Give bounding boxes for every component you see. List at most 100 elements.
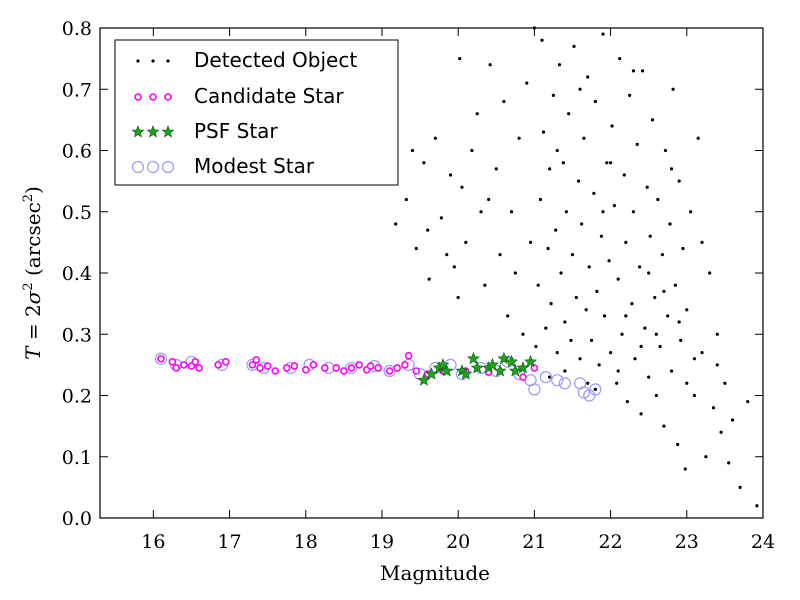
point-small-circle-24 (366, 362, 375, 370)
point-open-circle-24 (551, 374, 564, 387)
point-dot-38 (551, 93, 556, 97)
point-small-circle-28 (401, 361, 409, 369)
point-open-circle-29 (589, 383, 602, 396)
point-dot-1 (404, 197, 408, 202)
y-tick-label: 0.0 (62, 508, 92, 530)
point-dot-98 (666, 314, 670, 318)
point-dot-22 (509, 210, 514, 214)
point-small-circle-9 (248, 361, 257, 369)
legend-box (114, 39, 399, 186)
point-dot-43 (561, 161, 565, 165)
point-dot-11 (460, 185, 464, 189)
point-dot-137 (608, 161, 613, 165)
point-dot-20 (502, 99, 506, 104)
point-dot-121 (738, 485, 742, 489)
point-dot-55 (584, 308, 588, 312)
point-dot-122 (746, 400, 750, 404)
point-dot-130 (578, 87, 582, 91)
point-small-circle-22 (355, 361, 363, 369)
point-small-circle-35 (519, 373, 527, 381)
point-open-circle-25 (558, 377, 571, 390)
point-small-circle-6 (195, 364, 203, 372)
point-dot-135 (685, 381, 689, 385)
series-psf-star (417, 351, 538, 386)
point-dot-84 (639, 412, 643, 416)
plot-marks (154, 26, 759, 508)
point-dot-24 (517, 136, 521, 140)
point-dot-113 (704, 455, 708, 459)
point-dot-138 (631, 69, 636, 73)
y-tick-label: 0.1 (62, 447, 92, 469)
point-star-16 (524, 354, 538, 368)
point-dot-52 (578, 357, 582, 361)
point-dot-17 (488, 63, 492, 67)
point-dot-47 (569, 338, 573, 342)
x-tick-label: 23 (675, 531, 699, 553)
point-dot-49 (572, 44, 576, 48)
point-dot-3 (422, 161, 426, 165)
legend-label-detected: Detected Object (194, 48, 357, 72)
point-dot-60 (593, 99, 597, 104)
legend-marker-dot (136, 59, 140, 63)
point-dot-148 (662, 289, 666, 293)
legend-marker-star (161, 125, 175, 138)
point-open-circle-23 (539, 371, 552, 384)
point-dot-116 (715, 332, 719, 336)
point-dot-21 (506, 314, 510, 318)
legend-marker-open-circle (146, 160, 160, 174)
point-dot-36 (548, 167, 552, 171)
point-small-circle-21 (347, 364, 356, 372)
point-star-8 (470, 361, 484, 374)
point-dot-131 (601, 210, 605, 214)
point-dot-73 (618, 57, 622, 61)
point-dot-70 (612, 204, 616, 208)
point-open-circle-22 (528, 383, 541, 396)
point-dot-32 (540, 38, 544, 42)
point-dot-125 (426, 228, 430, 232)
point-dot-62 (597, 363, 601, 367)
point-dot-7 (445, 253, 449, 257)
point-dot-75 (622, 173, 626, 177)
point-dot-5 (433, 136, 437, 140)
point-dot-136 (700, 240, 704, 244)
point-dot-81 (633, 357, 637, 361)
point-star-7 (466, 351, 480, 365)
point-dot-108 (685, 308, 689, 312)
point-dot-146 (548, 375, 552, 379)
point-dot-69 (610, 124, 614, 128)
point-small-circle-25 (374, 364, 382, 372)
point-dot-147 (593, 387, 597, 391)
point-dot-25 (521, 332, 525, 336)
point-open-circle-28 (583, 389, 596, 402)
point-dot-119 (727, 461, 731, 465)
point-dot-74 (620, 332, 624, 336)
point-small-circle-0 (157, 354, 165, 363)
legend-marker-small-circle (149, 93, 157, 101)
point-small-circle-29 (404, 351, 413, 360)
y-tick-label: 0.5 (62, 202, 92, 224)
legend-marker-star (131, 125, 145, 138)
point-dot-95 (660, 253, 665, 257)
point-dot-78 (628, 93, 632, 97)
point-small-circle-8 (221, 358, 230, 366)
point-dot-48 (570, 253, 575, 257)
point-dot-64 (601, 32, 605, 36)
point-small-circle-10 (252, 356, 261, 364)
legend-marker-small-circle (164, 93, 172, 101)
point-dot-4 (427, 277, 431, 281)
point-dot-141 (639, 344, 643, 349)
point-dot-0 (394, 222, 398, 226)
point-dot-129 (555, 148, 559, 153)
point-dot-114 (708, 271, 712, 275)
point-dot-142 (654, 332, 658, 336)
point-dot-6 (439, 216, 444, 220)
point-dot-126 (456, 295, 460, 300)
point-dot-85 (640, 69, 645, 73)
y-axis-label: T = 2σ2 (arcsec2) (21, 186, 45, 360)
x-tick-label: 16 (141, 531, 165, 553)
point-dot-94 (658, 344, 662, 349)
point-dot-80 (631, 210, 636, 214)
point-dot-77 (625, 400, 629, 404)
legend-marker-dot (166, 59, 170, 63)
point-dot-53 (580, 222, 584, 226)
